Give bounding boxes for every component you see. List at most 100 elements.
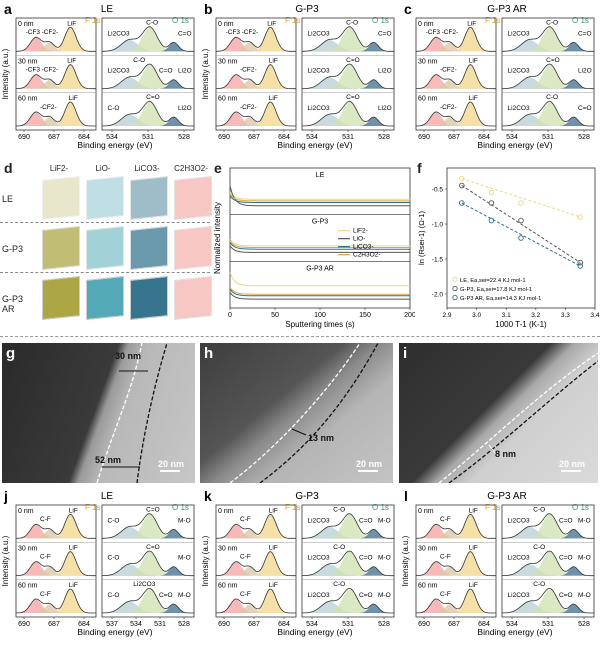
fitted-peak: [416, 599, 496, 613]
peak-label: Li2O: [178, 105, 192, 112]
fitted-peak: [102, 529, 194, 539]
envelope-curve: [216, 551, 296, 577]
fitted-peak: [102, 514, 194, 539]
x-tick-label: 684: [478, 621, 490, 628]
panel-label: f: [417, 160, 422, 176]
fitted-peak: [302, 27, 394, 52]
x-tick-label: 200: [404, 312, 415, 319]
peak-label: Li2CO3: [508, 517, 530, 524]
panel-label: i: [403, 345, 408, 362]
panel-label: e: [214, 160, 222, 176]
fitted-peak: [16, 27, 96, 52]
fitted-peak: [216, 529, 296, 539]
fitted-peak: [302, 117, 394, 126]
y-axis-label: Intensity (a.u.): [401, 535, 410, 586]
envelope-curve: [15, 101, 96, 127]
peak-label: LiF: [269, 95, 278, 102]
xps-panel-j: j LE F 1s O 1s Intensity (a.u.) 0 nm C-F LiF C-O…: [0, 487, 198, 637]
x-tick-label: 684: [78, 134, 90, 141]
fitted-peak: [16, 102, 96, 126]
x-tick-label: 687: [248, 134, 260, 141]
x-tick-label: 687: [248, 621, 260, 628]
peak-label: C-O: [333, 581, 345, 588]
envelope-curve: [501, 100, 594, 127]
fitted-peak: [502, 604, 594, 613]
depth-profile-line: [229, 272, 410, 287]
fitted-peak: [302, 529, 394, 539]
panel-title: G-P3 AR: [487, 491, 526, 502]
x-tick-label: 528: [378, 621, 390, 628]
fitted-peak: [16, 551, 96, 576]
tof-sims-cube: [86, 226, 124, 270]
peak-label: C-F: [240, 516, 251, 523]
legend-o1s: O 1s: [372, 16, 389, 25]
y-axis-label: Normalized intensity: [213, 202, 222, 274]
fitted-peak: [302, 79, 394, 89]
peak-label: C=O: [559, 517, 573, 524]
legend-entry: G-P3 AR, Ea,sei=14.3 KJ mol-1: [460, 296, 541, 302]
fit-line: [461, 185, 581, 263]
peak-label: -CF3: [26, 29, 41, 36]
fitted-peak: [416, 37, 496, 52]
fitted-peak: [216, 524, 296, 539]
tof-sims-cube: [42, 226, 80, 270]
peak-label: C-O: [533, 581, 545, 588]
fitted-peak: [416, 27, 496, 52]
peak-label: M-O: [578, 517, 591, 524]
peak-label: C=O: [359, 592, 373, 599]
envelope-curve: [501, 587, 594, 614]
fitted-peak: [216, 561, 296, 576]
envelope-curve: [416, 551, 496, 577]
data-point: [577, 259, 583, 266]
fitted-peak: [216, 551, 296, 576]
panel-title: G-P3: [295, 491, 319, 502]
legend-entry: LE, Ea,sei=22.4 KJ mol-1: [460, 278, 526, 284]
fitted-peak: [302, 102, 394, 126]
envelope-curve: [416, 64, 496, 90]
fitted-peak: [216, 79, 296, 89]
legend-o1s: O 1s: [172, 16, 189, 25]
peak-label: Li2CO3: [308, 555, 330, 562]
envelope-curve: [301, 100, 394, 127]
legend-o1s: O 1s: [372, 503, 389, 512]
fitted-peak: [416, 102, 496, 126]
fitted-peak: [216, 514, 296, 539]
peak-label: C-O: [133, 57, 145, 64]
peak-label: C=O: [159, 68, 173, 75]
depth-profile-line: [229, 239, 410, 247]
x-tick-label: 531: [342, 134, 354, 141]
fitted-peak: [16, 566, 96, 576]
legend-entry: LiCO3-: [353, 244, 374, 251]
fitted-peak: [216, 604, 296, 613]
envelope-curve: [102, 26, 194, 52]
tem-image-h: h 13 nm 20 nm: [200, 343, 393, 483]
peak-label: Li2CO3: [508, 105, 530, 112]
peak-label: C-O: [546, 94, 558, 101]
peak-label: C-O: [333, 507, 345, 514]
fitted-peak: [216, 37, 296, 52]
peak-label: -CF2-: [42, 29, 59, 36]
x-axis-label: 1000 T-1 (K-1): [495, 320, 547, 329]
envelope-curve: [16, 513, 96, 539]
tof-sims-cube: [174, 276, 212, 320]
depth-label: 30 nm: [418, 545, 438, 552]
fitted-peak: [416, 514, 496, 539]
peak-label: C=O: [578, 105, 592, 112]
fitted-peak: [502, 589, 594, 613]
envelope-curve: [415, 588, 496, 614]
fitted-peak: [216, 74, 296, 89]
depth-profile-line: [229, 186, 410, 207]
y-tick-label: -1.5: [432, 257, 444, 264]
fitted-peak: [102, 589, 194, 613]
tof-fragment-label: C2H3O2-: [174, 164, 208, 173]
fitted-peak: [16, 524, 96, 539]
x-tick-label: 150: [359, 312, 371, 319]
legend-o1s: O 1s: [572, 16, 589, 25]
peak-label: C=O: [346, 57, 360, 64]
depth-label: 0 nm: [218, 21, 234, 28]
y-axis-label: Intensity (a.u.): [201, 48, 210, 99]
x-tick-label: 528: [578, 621, 590, 628]
peak-label: Li2O: [178, 68, 192, 75]
sample-row-label: G-P3 AR: [2, 294, 24, 314]
peak-label: C=O: [146, 507, 160, 514]
